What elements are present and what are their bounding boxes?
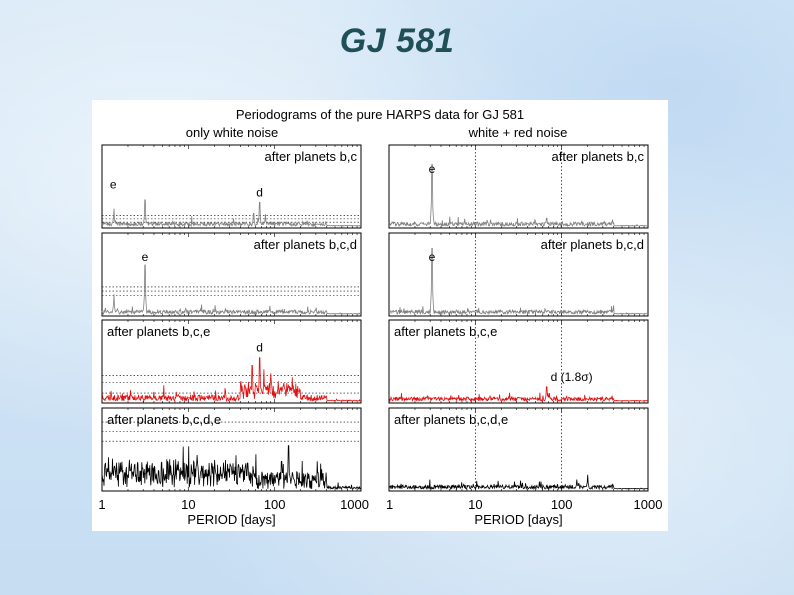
panel-label: after planets b,c,e	[107, 324, 210, 339]
peak-annotation: e	[429, 250, 436, 264]
panel-label: after planets b,c,d,e	[107, 412, 221, 427]
x-axis-label: PERIOD [days]	[187, 512, 275, 527]
periodogram-trace	[101, 445, 361, 490]
panel-wn-bcde: after planets b,c,d,e	[101, 407, 362, 492]
panel-frame	[388, 407, 649, 492]
panel-wn-bc: after planets b,c e d	[101, 144, 362, 229]
periodogram-figure: Periodograms of the pure HARPS data for …	[92, 100, 668, 531]
panel-wn-bce: after planets b,c,e d	[101, 319, 362, 404]
x-axis-label: PERIOD [days]	[474, 512, 562, 527]
panel-label: after planets b,c,d	[254, 237, 357, 252]
periodogram-trace	[388, 164, 649, 228]
peak-annotation: e	[110, 177, 117, 191]
panel-wrn-bc: after planets b,c e	[388, 144, 649, 229]
panel-wrn-bcd: after planets b,c,d e	[388, 232, 649, 317]
panel-frame	[388, 319, 649, 404]
peak-annotation: d	[256, 341, 263, 355]
x-tick-label: 1	[386, 497, 393, 512]
panel-frame	[101, 144, 362, 229]
panel-label: after planets b,c,d	[541, 237, 644, 252]
periodogram-trace	[388, 386, 649, 403]
panel-label: after planets b,c	[552, 149, 645, 164]
x-tick-label: 1000	[340, 497, 369, 512]
slide-title: GJ 581	[339, 22, 455, 60]
periodogram-trace	[101, 357, 362, 403]
panel-wrn-bce: after planets b,c,e d (1.8σ)	[388, 319, 649, 404]
panel-wn-bcd: after planets b,c,d e	[101, 232, 362, 317]
periodogram-trace	[388, 248, 649, 316]
panel-label: after planets b,c	[265, 149, 358, 164]
peak-annotation: e	[429, 162, 436, 176]
column-title-white-noise: only white noise	[186, 125, 279, 140]
x-tick-label: 10	[181, 497, 195, 512]
x-tick-label: 10	[468, 497, 482, 512]
panel-wrn-bcde: after planets b,c,d,e	[388, 407, 649, 492]
x-tick-label: 1000	[634, 497, 663, 512]
column-title-red-noise: white + red noise	[468, 125, 568, 140]
x-tick-label: 1	[98, 497, 105, 512]
chart-title: Periodograms of the pure HARPS data for …	[236, 107, 524, 122]
periodogram-chart: Periodograms of the pure HARPS data for …	[98, 107, 662, 527]
x-tick-label: 100	[551, 497, 573, 512]
periodogram-trace	[388, 474, 649, 491]
x-tick-label: 100	[264, 497, 286, 512]
periodogram-trace	[101, 264, 362, 316]
panel-frame	[101, 319, 362, 404]
peak-annotation: d	[256, 185, 263, 199]
panel-frame	[388, 232, 649, 317]
peak-annotation: e	[142, 250, 149, 264]
peak-annotation: d (1.8σ)	[551, 370, 593, 384]
x-axes-group: 1 10 100 1000 PERIOD [days] 1 10 100 1000 PERIOD …	[98, 497, 662, 527]
periodogram-trace	[101, 199, 362, 228]
panel-label: after planets b,c,d,e	[394, 412, 508, 427]
panel-label: after planets b,c,e	[394, 324, 497, 339]
